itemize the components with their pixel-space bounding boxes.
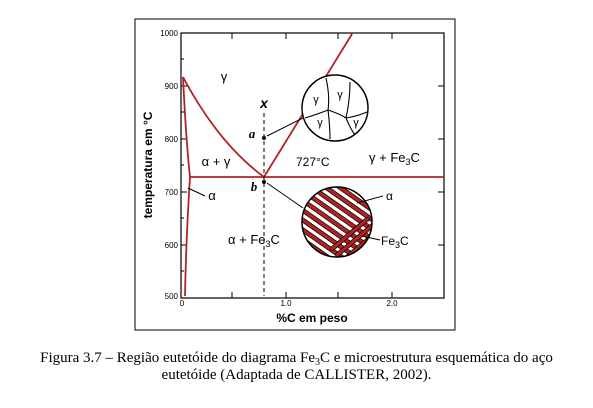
microstructure-b: α Fe3C	[266, 182, 409, 258]
figure-caption-line1: Figura 3.7 – Região eutetóide do diagram…	[40, 350, 553, 368]
micro-a-circle	[301, 74, 369, 142]
micro-b-alpha-label: α	[386, 189, 393, 203]
micro-b-fe3c-label: Fe3C	[381, 234, 409, 250]
microstructure-a: γ γ γ γ	[266, 74, 369, 142]
region-gamma-fe3c: γ + Fe3C	[369, 150, 420, 167]
x-tick-label: 2.0	[386, 299, 398, 308]
region-alpha: α	[208, 188, 216, 203]
region-gamma: γ	[221, 69, 228, 84]
y-tick-label: 900	[165, 82, 179, 91]
x-tick-label: 1.0	[280, 299, 292, 308]
region-alpha-gamma: α + γ	[202, 154, 231, 169]
y-tick-label: 500	[165, 292, 179, 301]
pearlite-lamellae	[302, 187, 372, 257]
grain-label: γ	[313, 94, 319, 106]
grain-label: γ	[353, 117, 359, 129]
x-tick-labels: 0 1.0 2.0	[180, 299, 398, 308]
region-labels: γ α + γ α α + Fe3C γ + Fe3C 727°C	[202, 69, 420, 249]
phase-boundaries	[182, 33, 444, 297]
micro-b-leader	[266, 182, 304, 209]
y-axis-label: temperatura em °C	[141, 111, 155, 218]
x-tick-label: 0	[180, 299, 185, 308]
micro-b-circle	[301, 186, 373, 258]
point-b	[262, 180, 266, 184]
figure-caption-line2: eutetóide (Adaptada de CALLISTER, 2002).	[161, 367, 432, 383]
marker-x: x	[259, 95, 269, 111]
y-tick-label: 1000	[160, 29, 178, 38]
label-a: a	[249, 126, 256, 141]
micro-a-leader	[266, 117, 304, 137]
y-tick-labels: 1000 900 800 700 600 500	[160, 29, 178, 301]
x-axis-label: %C em peso	[276, 311, 347, 325]
alpha-solvus-lower	[184, 176, 191, 297]
label-b: b	[251, 179, 258, 194]
grain-label: γ	[317, 117, 323, 129]
alpha-pointer	[187, 187, 206, 197]
phase-diagram: 1000 900 800 700 600 500 0 1.0 2.0 %C em…	[134, 18, 456, 331]
fe3c-pointer	[361, 235, 381, 241]
region-alpha-fe3c: α + Fe3C	[228, 232, 280, 249]
y-tick-label: 600	[165, 241, 179, 250]
alpha-pointer-b	[356, 195, 384, 204]
eutectoid-temperature: 727°C	[296, 155, 330, 169]
a3-line	[182, 76, 265, 178]
alpha-solvus-upper	[182, 76, 191, 178]
y-tick-label: 800	[165, 135, 179, 144]
y-tick-label: 700	[165, 188, 179, 197]
point-a	[262, 136, 266, 140]
figure-frame	[134, 18, 456, 331]
x-axis-ticks	[231, 33, 393, 298]
grain-label: γ	[337, 89, 343, 101]
